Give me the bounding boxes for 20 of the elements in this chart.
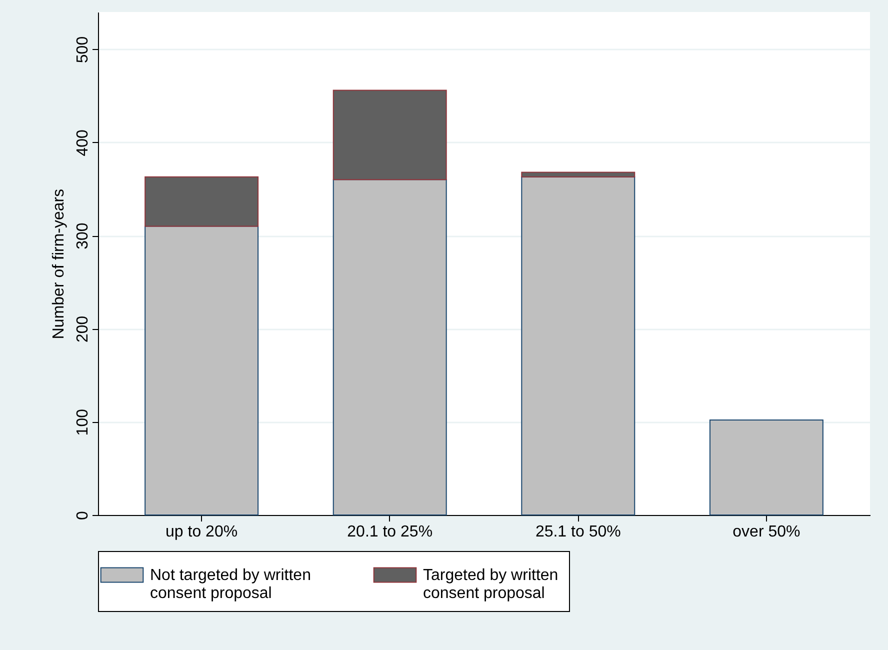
y-tick-label: 400 bbox=[74, 129, 92, 156]
y-tick-label: 500 bbox=[74, 36, 92, 64]
y-tick-label: 300 bbox=[74, 222, 92, 250]
bar bbox=[332, 179, 447, 516]
bar bbox=[144, 176, 259, 227]
y-axis-title: Number of firm-years bbox=[50, 188, 68, 340]
x-tick-label: 25.1 to 50% bbox=[535, 524, 621, 540]
x-tick-label: over 50% bbox=[732, 524, 800, 540]
y-tick-label: 200 bbox=[74, 316, 92, 343]
y-tick-label: 0 bbox=[74, 510, 92, 520]
bar bbox=[332, 90, 447, 180]
x-tick-label: 20.1 to 25% bbox=[347, 524, 433, 540]
x-tick-label: up to 20% bbox=[166, 524, 238, 540]
y-tick-label: 100 bbox=[74, 408, 92, 436]
bar bbox=[144, 226, 259, 516]
bar bbox=[709, 419, 824, 516]
bar bbox=[521, 172, 636, 178]
bar bbox=[521, 176, 636, 516]
legend-label: Targeted by written consent proposal bbox=[423, 567, 558, 602]
legend-label: Not targeted by written consent proposal bbox=[150, 567, 311, 602]
